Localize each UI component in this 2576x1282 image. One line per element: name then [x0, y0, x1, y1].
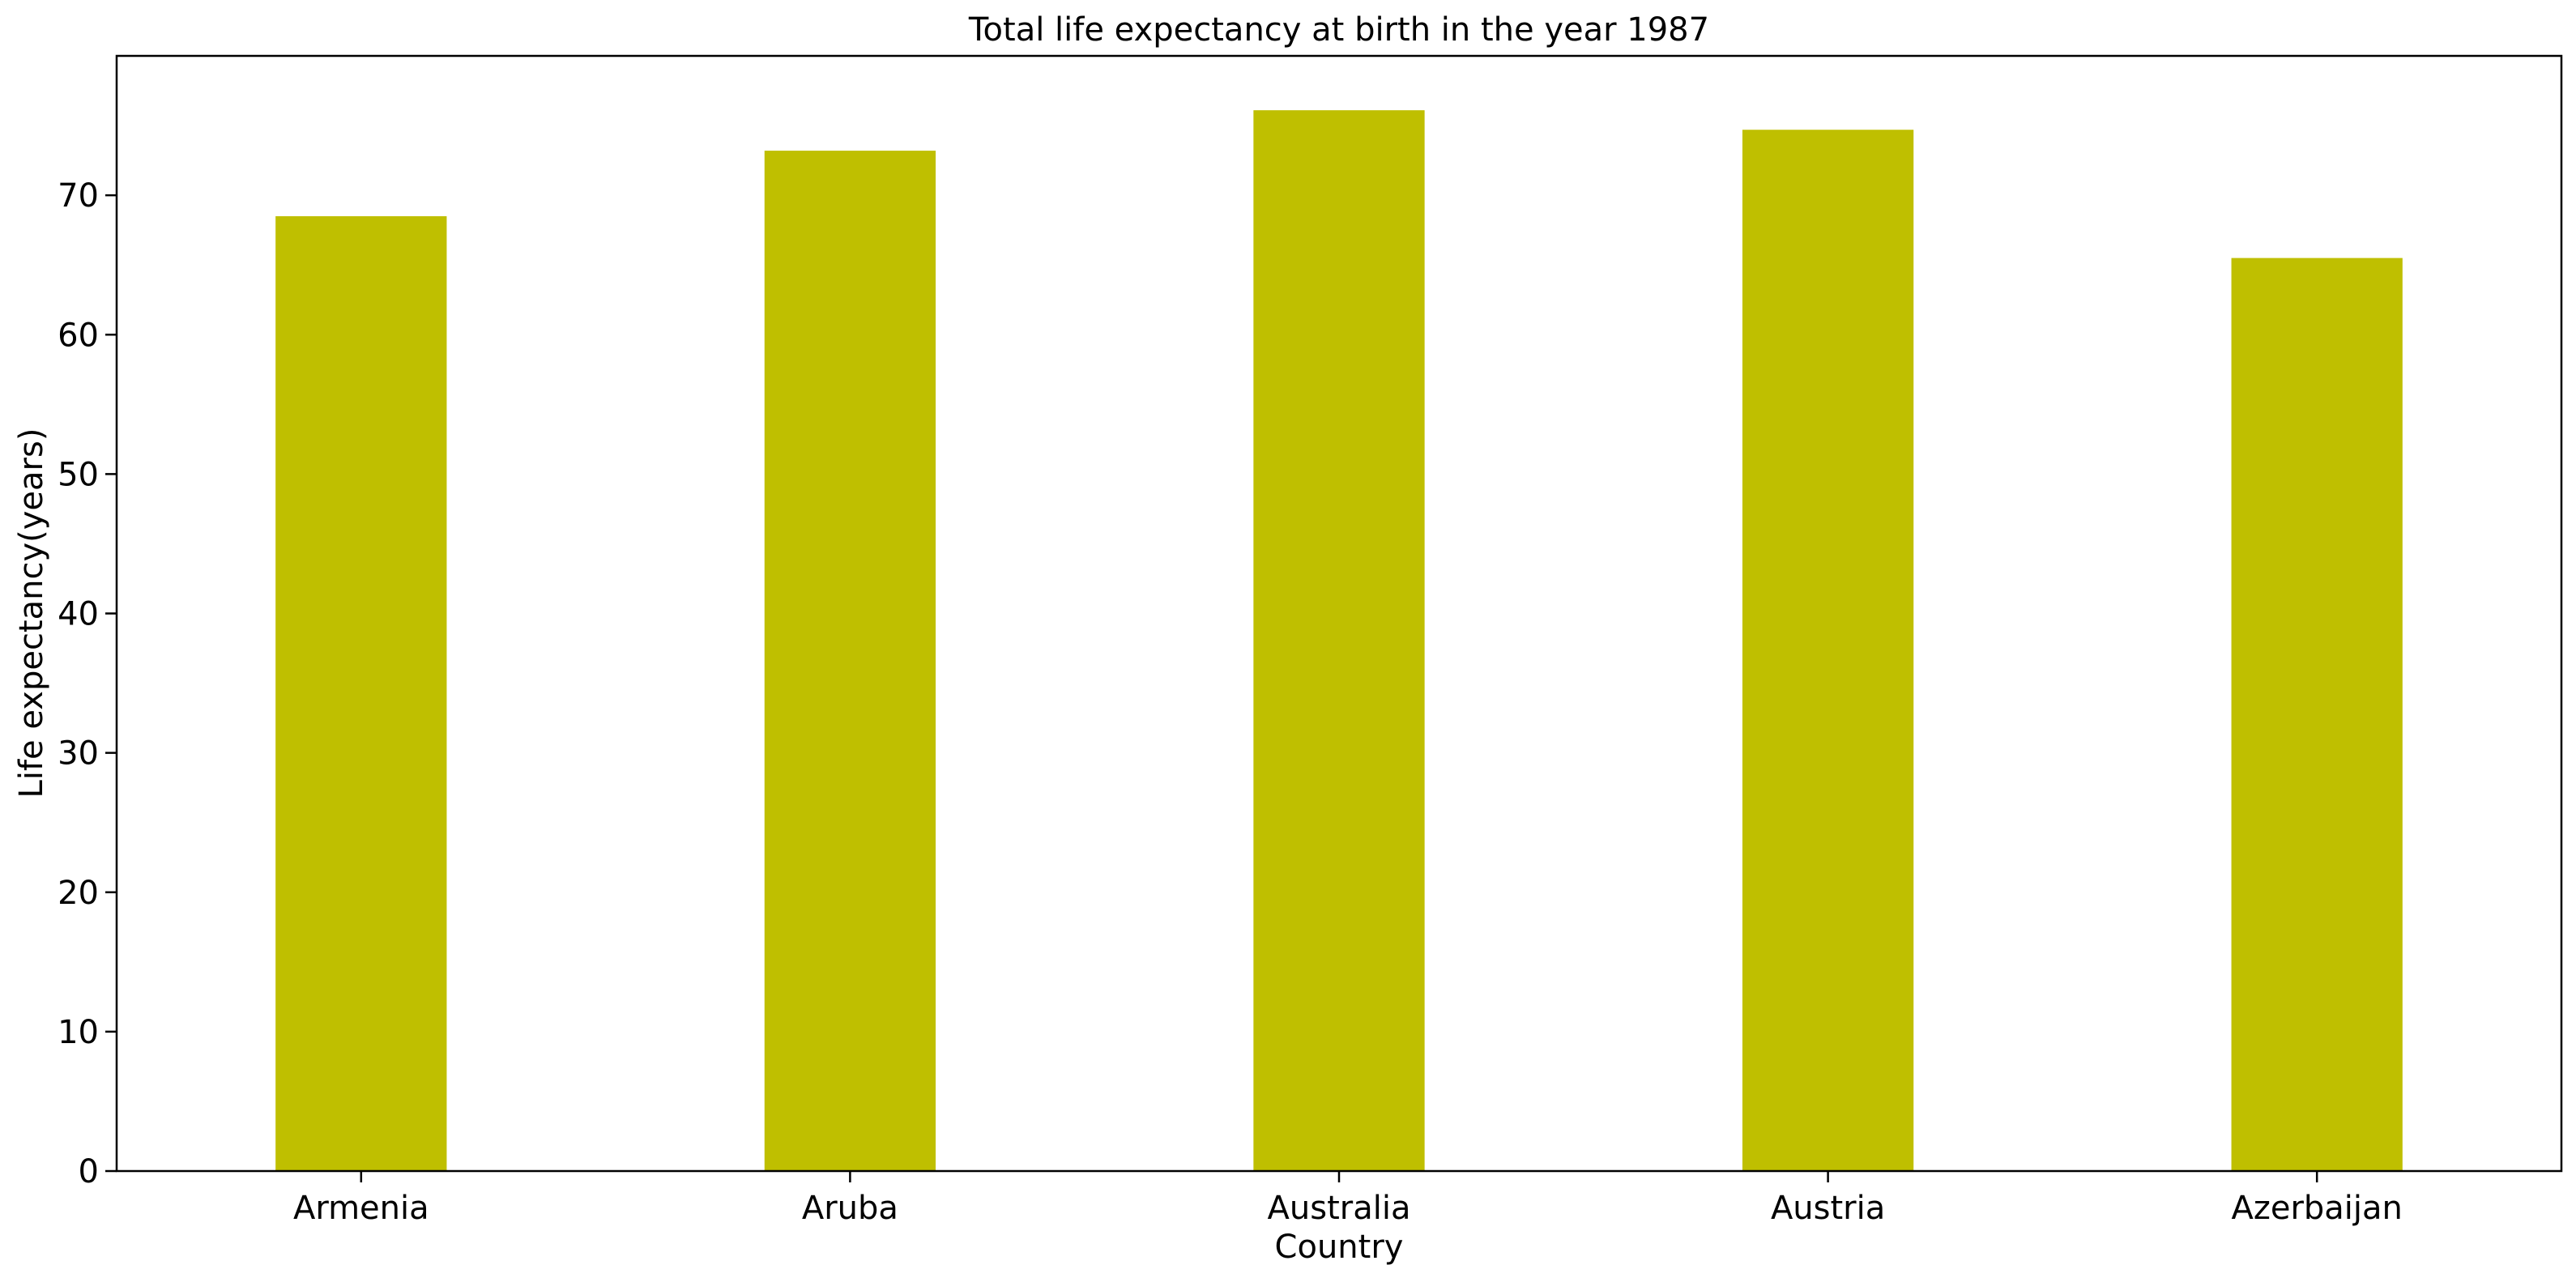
y-axis-ticks: 0 10 20 30 40 50 60 70 [58, 177, 117, 1190]
x-tick-label-azerbaijan: Azerbaijan [2231, 1190, 2402, 1227]
y-tick-label: 0 [79, 1153, 99, 1190]
y-tick-label: 40 [58, 596, 99, 633]
bars-group [275, 110, 2403, 1172]
bar-austria [1742, 130, 1914, 1171]
y-tick-label: 70 [58, 177, 99, 215]
x-tick-label-australia: Australia [1268, 1190, 1411, 1227]
x-tick-label-austria: Austria [1771, 1190, 1885, 1227]
y-tick-label: 60 [58, 317, 99, 354]
x-axis-label: Country [1275, 1229, 1404, 1266]
bar-azerbaijan [2231, 258, 2403, 1171]
y-tick-label: 10 [58, 1014, 99, 1051]
x-axis-ticks: Armenia Aruba Australia Austria Azerbaijan [293, 1171, 2403, 1227]
x-tick-label-aruba: Aruba [802, 1190, 898, 1227]
x-tick-label-armenia: Armenia [293, 1190, 429, 1227]
y-tick-label: 50 [58, 456, 99, 493]
y-tick-label: 20 [58, 875, 99, 912]
chart-title: Total life expectancy at birth in the ye… [968, 11, 1709, 49]
bar-armenia [275, 215, 447, 1172]
y-axis-label: Life expectancy(years) [13, 428, 50, 799]
bar-aruba [764, 151, 936, 1171]
y-tick-label: 30 [58, 735, 99, 773]
bar-australia [1253, 110, 1425, 1171]
